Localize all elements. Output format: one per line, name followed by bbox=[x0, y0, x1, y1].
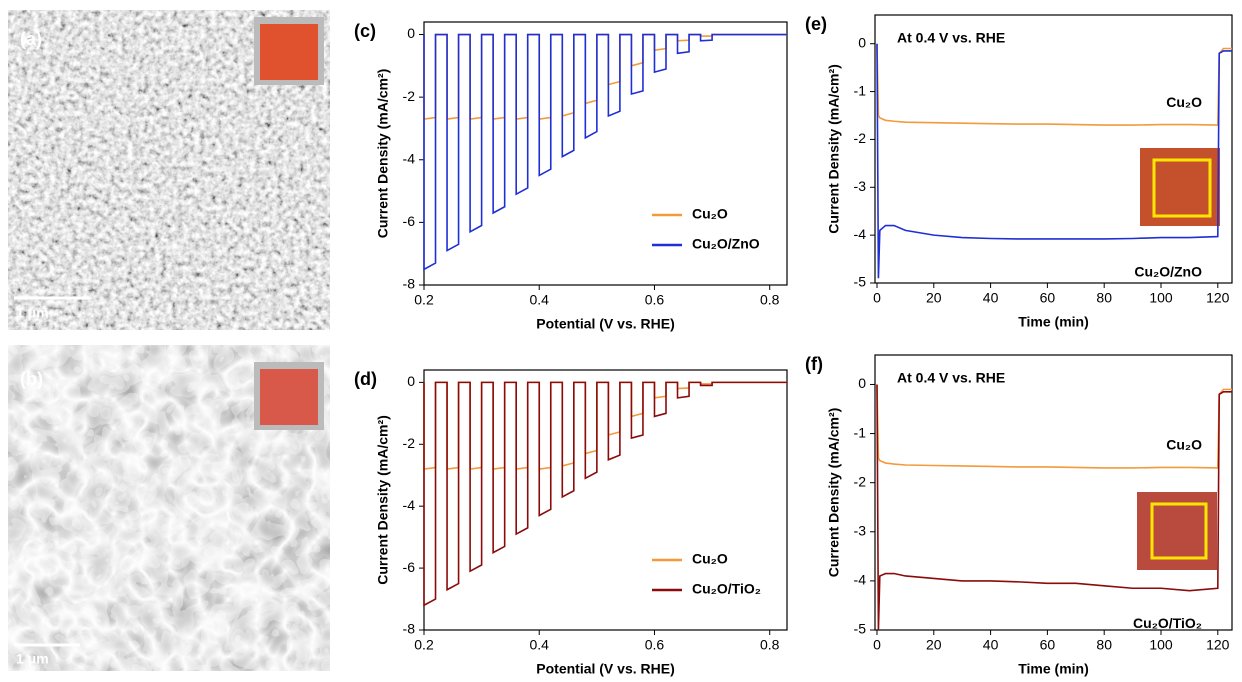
series-line bbox=[876, 384, 1232, 631]
inset-sample bbox=[260, 369, 318, 425]
y-tick-label: -3 bbox=[854, 178, 867, 194]
annotation: At 0.4 V vs. RHE bbox=[897, 370, 1005, 386]
sem-image-a: (a) 1 μm bbox=[8, 10, 330, 330]
series-line bbox=[423, 381, 787, 607]
y-tick-label: 0 bbox=[858, 34, 866, 50]
series-line bbox=[423, 33, 787, 271]
series-line bbox=[876, 384, 1232, 469]
y-tick-label: -2 bbox=[403, 88, 416, 104]
scale-label: 1 μm bbox=[16, 651, 49, 667]
y-axis-label: Current Density (mA/cm²) bbox=[826, 408, 842, 578]
panel-label: (f) bbox=[805, 354, 823, 374]
x-tick-label: 0.6 bbox=[645, 637, 665, 653]
y-tick-label: -8 bbox=[403, 621, 416, 637]
x-tick-label: 0.4 bbox=[530, 292, 550, 308]
x-tick-label: 60 bbox=[1040, 290, 1056, 306]
y-tick-label: -4 bbox=[403, 150, 416, 166]
y-tick-label: -4 bbox=[854, 572, 867, 588]
series-label: Cu₂O/ZnO bbox=[1134, 263, 1202, 279]
plot-frame bbox=[874, 14, 1233, 284]
panel-label: (a) bbox=[20, 29, 42, 49]
x-tick-label: 40 bbox=[983, 637, 999, 653]
x-tick-label: 0.2 bbox=[414, 637, 434, 653]
legend-label: Cu₂O/ZnO bbox=[692, 236, 760, 252]
x-axis-label: Time (min) bbox=[1018, 661, 1089, 677]
series-line bbox=[423, 33, 787, 120]
plot-frame bbox=[874, 354, 1233, 631]
x-tick-label: 0.4 bbox=[530, 637, 550, 653]
y-tick-label: -1 bbox=[854, 424, 867, 440]
x-tick-label: 120 bbox=[1206, 290, 1230, 306]
panel-label: (b) bbox=[20, 369, 43, 389]
inset-frame bbox=[1152, 158, 1212, 218]
legend-label: Cu₂O bbox=[692, 551, 728, 567]
inset-photo-e bbox=[1140, 148, 1220, 226]
panel-label: (c) bbox=[354, 21, 376, 41]
y-tick-label: 0 bbox=[407, 25, 415, 41]
x-tick-label: 20 bbox=[926, 637, 942, 653]
panel-label: (d) bbox=[354, 369, 377, 389]
x-axis-label: Potential (V vs. RHE) bbox=[536, 661, 674, 677]
y-axis-label: Current Density (mA/cm²) bbox=[375, 415, 391, 585]
x-tick-label: 40 bbox=[983, 290, 999, 306]
inset-photo-f bbox=[1137, 492, 1217, 570]
x-tick-label: 20 bbox=[926, 290, 942, 306]
x-tick-label: 120 bbox=[1206, 637, 1230, 653]
x-axis-label: Time (min) bbox=[1018, 314, 1089, 330]
inset-sample bbox=[260, 24, 318, 80]
series-label: Cu₂O/TiO₂ bbox=[1133, 615, 1202, 631]
x-tick-label: 0.8 bbox=[760, 637, 780, 653]
scale-label: 1 μm bbox=[16, 305, 49, 321]
y-tick-label: -5 bbox=[854, 274, 867, 290]
y-tick-label: -2 bbox=[854, 473, 867, 489]
x-tick-label: 80 bbox=[1096, 637, 1112, 653]
series-line bbox=[876, 43, 1232, 126]
x-axis-label: Potential (V vs. RHE) bbox=[536, 316, 674, 332]
y-tick-label: -8 bbox=[403, 276, 416, 292]
y-tick-label: -2 bbox=[854, 130, 867, 146]
x-tick-label: 60 bbox=[1040, 637, 1056, 653]
legend-label: Cu₂O/TiO₂ bbox=[692, 581, 761, 597]
panel-label: (e) bbox=[805, 14, 827, 34]
sem-image-b: (b) 1 μm bbox=[8, 345, 330, 671]
y-tick-label: -4 bbox=[854, 226, 867, 242]
y-tick-label: -6 bbox=[403, 213, 416, 229]
y-tick-label: -3 bbox=[854, 522, 867, 538]
series-line bbox=[876, 43, 1232, 279]
x-tick-label: 0 bbox=[873, 637, 881, 653]
x-tick-label: 0.2 bbox=[414, 292, 434, 308]
series-line bbox=[423, 381, 787, 470]
y-tick-label: -1 bbox=[854, 82, 867, 98]
y-tick-label: -4 bbox=[403, 497, 416, 513]
y-axis-label: Current Density (mA/cm²) bbox=[826, 64, 842, 234]
legend-label: Cu₂O bbox=[692, 206, 728, 222]
y-tick-label: -2 bbox=[403, 435, 416, 451]
x-tick-label: 0 bbox=[873, 290, 881, 306]
series-label: Cu₂O bbox=[1166, 437, 1202, 453]
series-label: Cu₂O bbox=[1166, 94, 1202, 110]
x-tick-label: 100 bbox=[1149, 290, 1173, 306]
y-axis-label: Current Density (mA/cm²) bbox=[375, 69, 391, 239]
x-tick-label: 100 bbox=[1149, 637, 1173, 653]
x-tick-label: 0.8 bbox=[760, 292, 780, 308]
x-tick-label: 80 bbox=[1096, 290, 1112, 306]
y-tick-label: 0 bbox=[858, 375, 866, 391]
y-tick-label: -6 bbox=[403, 559, 416, 575]
x-tick-label: 0.6 bbox=[645, 292, 665, 308]
inset-frame bbox=[1150, 502, 1208, 560]
y-tick-label: -5 bbox=[854, 621, 867, 637]
y-tick-label: 0 bbox=[407, 373, 415, 389]
annotation: At 0.4 V vs. RHE bbox=[897, 30, 1005, 46]
